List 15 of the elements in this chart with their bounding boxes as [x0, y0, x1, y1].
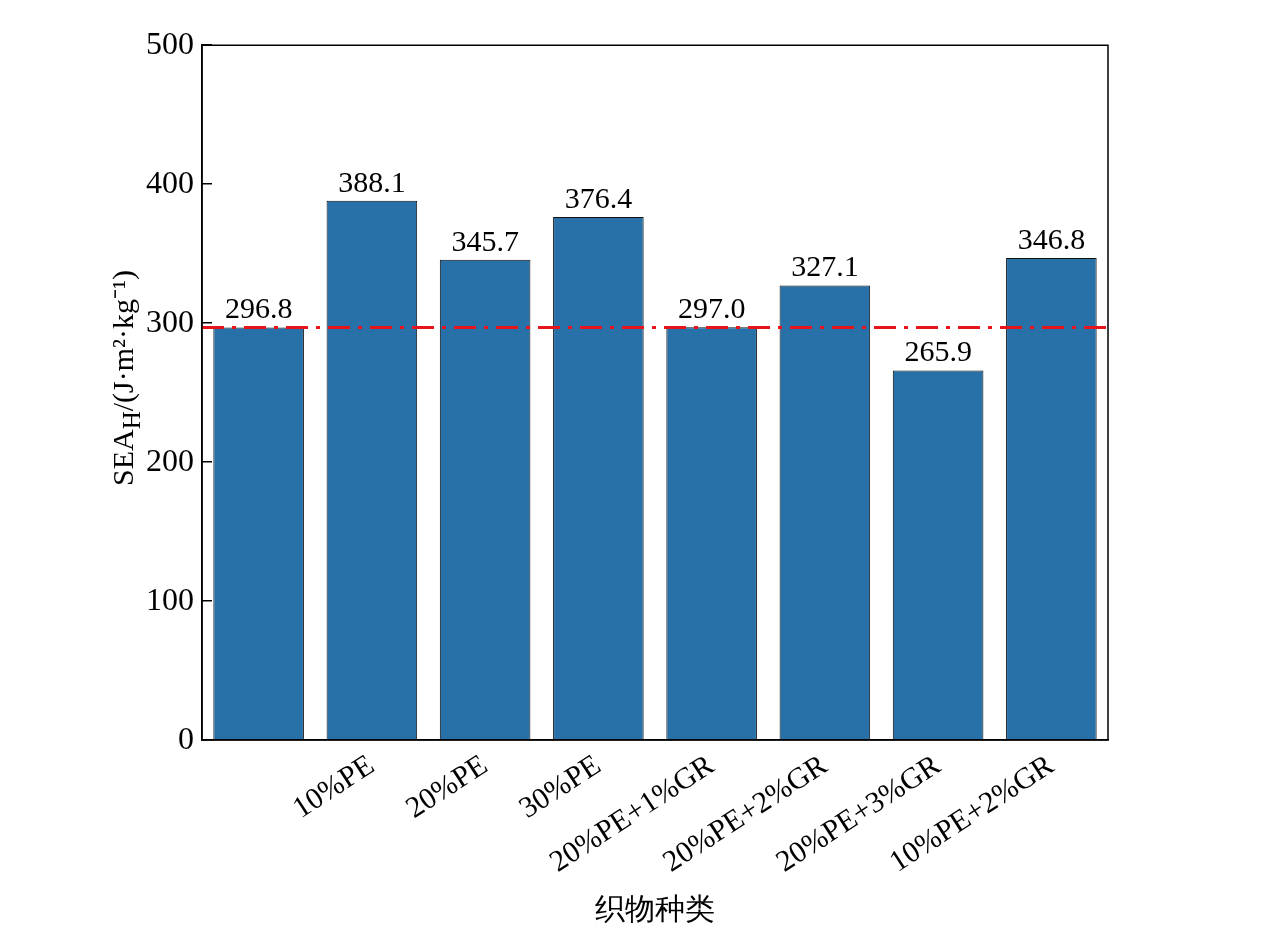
data-label: 345.7 [451, 223, 519, 257]
data-label: 327.1 [791, 249, 859, 283]
y-tick-label: 200 [146, 441, 194, 478]
x-axis-title: 织物种类 [595, 891, 715, 925]
data-label: 297.0 [677, 291, 746, 325]
y-tick-label: 400 [146, 163, 194, 200]
y-tick-label: 100 [146, 580, 194, 617]
y-tick-label: 0 [178, 719, 194, 756]
data-label: 376.4 [564, 180, 633, 214]
data-label: 265.9 [904, 334, 972, 368]
data-label: 296.8 [224, 291, 293, 325]
y-tick-label: 300 [146, 302, 194, 339]
data-label: 388.1 [338, 164, 406, 198]
data-label: 346.8 [1017, 221, 1086, 255]
y-tick-label: 500 [146, 24, 194, 61]
